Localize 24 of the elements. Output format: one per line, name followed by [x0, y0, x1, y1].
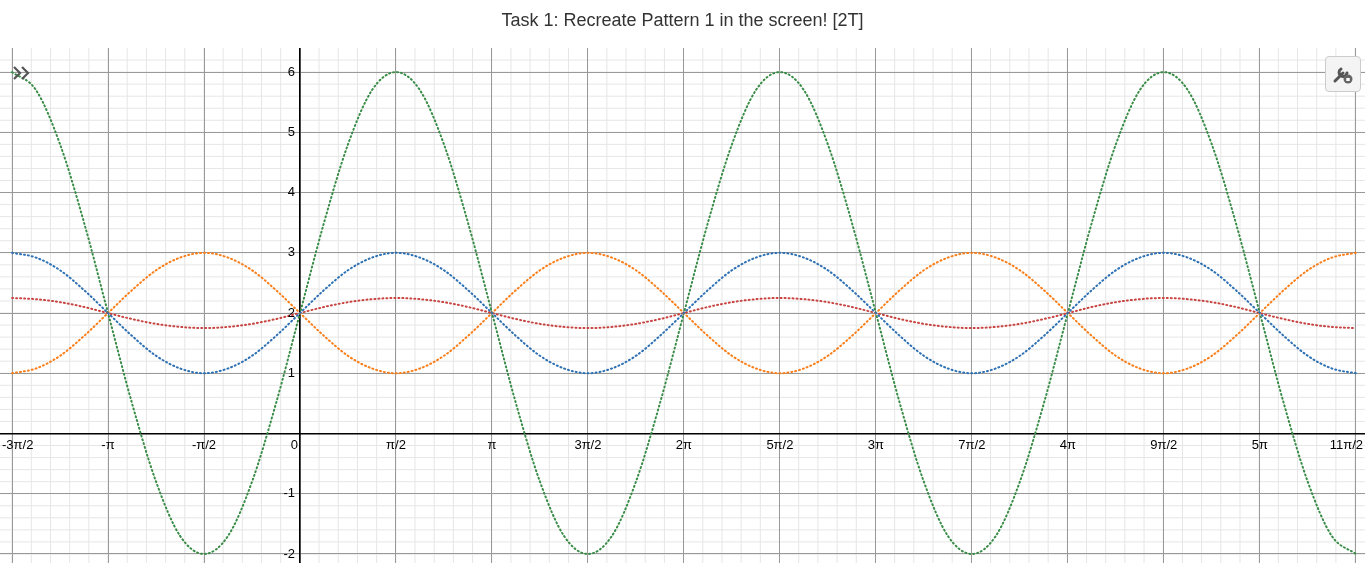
- x-tick-label: -3π/2: [2, 436, 34, 452]
- y-tick-label: -2: [283, 545, 296, 561]
- y-tick-label: 5: [287, 123, 296, 139]
- x-tick-label: 5π/2: [766, 436, 794, 452]
- y-tick-label: 4: [287, 184, 296, 200]
- x-tick-label: 7π/2: [958, 436, 986, 452]
- x-tick-label: -π: [101, 436, 115, 452]
- chart-title: Task 1: Recreate Pattern 1 in the screen! [2T]: [500, 10, 865, 31]
- x-tick-label: π: [487, 436, 497, 452]
- x-tick-label: 4π: [1059, 436, 1076, 452]
- x-tick-label: 2π: [675, 436, 693, 452]
- x-tick-label: -π/2: [191, 436, 217, 452]
- x-tick-label: 5π: [1251, 436, 1268, 452]
- x-tick-label: 3π: [867, 436, 885, 452]
- y-tick-label: 1: [287, 364, 296, 380]
- x-tick-label: 9π/2: [1150, 436, 1178, 452]
- y-tick-label: 6: [287, 63, 296, 79]
- y-tick-label: -1: [283, 485, 296, 501]
- y-tick-label: 3: [287, 244, 296, 260]
- x-tick-label: 0: [290, 436, 299, 452]
- x-tick-label: 3π/2: [574, 436, 602, 452]
- x-tick-label: π/2: [386, 436, 406, 452]
- x-tick-label: 11π/2: [1329, 436, 1363, 452]
- line-series: [11, 296, 1357, 330]
